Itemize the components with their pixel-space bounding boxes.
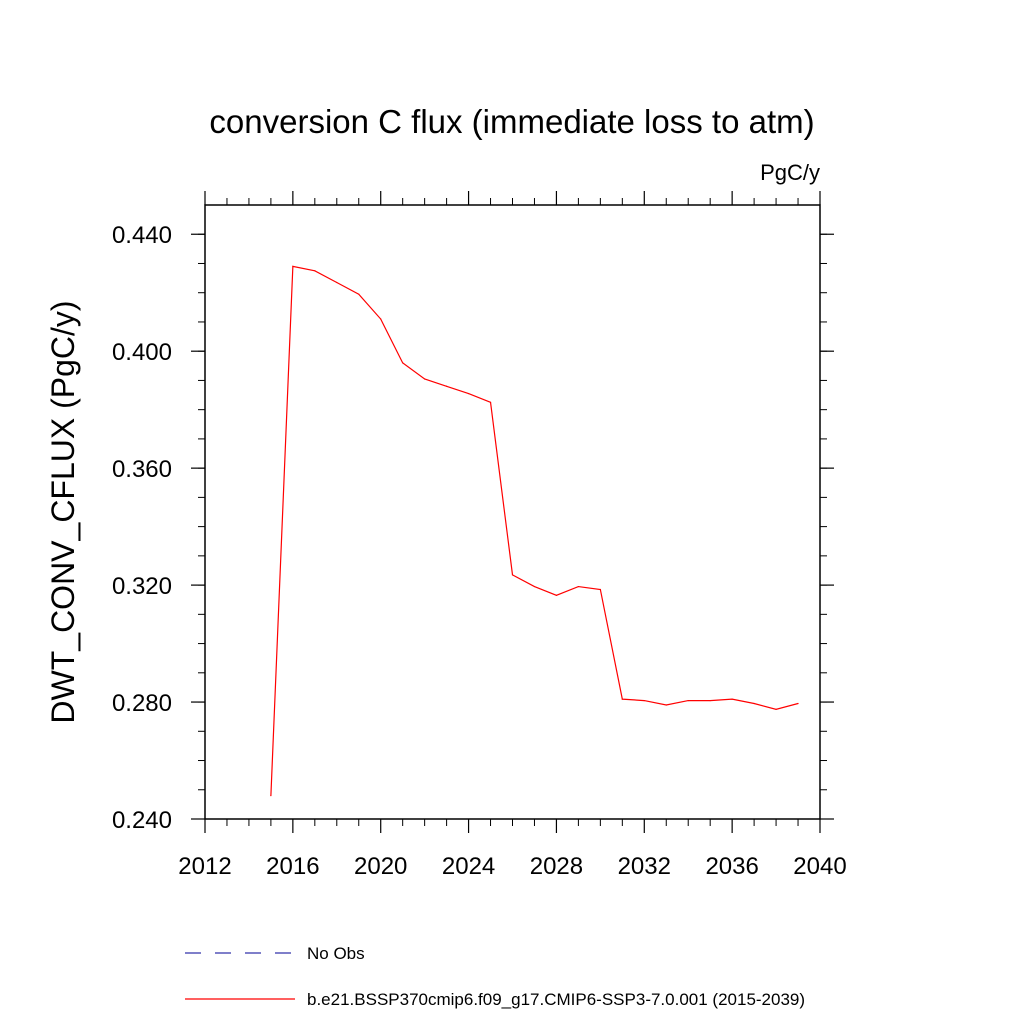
units-label: PgC/y [760,160,820,185]
data-point [731,698,733,700]
x-tick-label: 2036 [705,853,758,880]
data-point [358,293,360,295]
chart-title: conversion C flux (immediate loss to atm… [209,103,814,140]
x-tick-label: 2032 [618,853,671,880]
y-tick-label: 0.440 [112,222,172,249]
data-point [643,699,645,702]
x-tick-label: 2040 [793,853,846,880]
x-tick-label: 2024 [442,853,495,880]
y-tick-label: 0.400 [112,339,172,366]
data-point [621,698,623,700]
y-tick-label: 0.360 [112,456,172,483]
data-point [402,362,404,364]
data-point [709,699,711,702]
legend: No Obs b.e21.BSSP370cmip6.f09_g17.CMIP6-… [185,944,805,1009]
plot-frame [204,204,821,820]
y-axis: 0.240 0.280 0.320 0.360 0.400 0.440 [112,222,834,834]
data-point [314,270,316,272]
data-point [270,795,272,797]
y-axis-label: DWT_CONV_CFLUX (PgC/y) [45,300,81,723]
data-point [753,702,755,705]
data-point [775,708,777,710]
data-point [446,385,448,387]
legend-label-no-obs: No Obs [307,944,365,963]
x-tick-label: 2016 [266,853,319,880]
y-tick-label: 0.320 [112,573,172,600]
data-point [797,702,799,705]
y-tick-label: 0.280 [112,690,172,717]
data-point [687,699,689,702]
x-tick-label: 2020 [354,853,407,880]
data-point [533,585,536,588]
data-point [380,318,382,320]
x-tick-label: 2012 [178,853,231,880]
plot-series [270,265,799,797]
legend-label-model-run: b.e21.BSSP370cmip6.f09_g17.CMIP6-SSP3-7.… [307,990,805,1009]
data-point [489,401,492,403]
data-point [511,574,514,576]
x-axis: 2012 2016 2020 2024 2028 2032 2036 2040 [178,191,847,880]
data-point [424,378,426,380]
data-point [336,281,338,284]
data-point [665,704,667,706]
series-line-1 [270,265,799,796]
y-tick-label: 0.240 [112,807,172,834]
x-tick-label: 2028 [530,853,583,880]
data-point [467,392,470,395]
data-point [292,265,294,267]
data-point [599,588,601,591]
data-point [577,585,579,588]
data-point [555,594,558,596]
